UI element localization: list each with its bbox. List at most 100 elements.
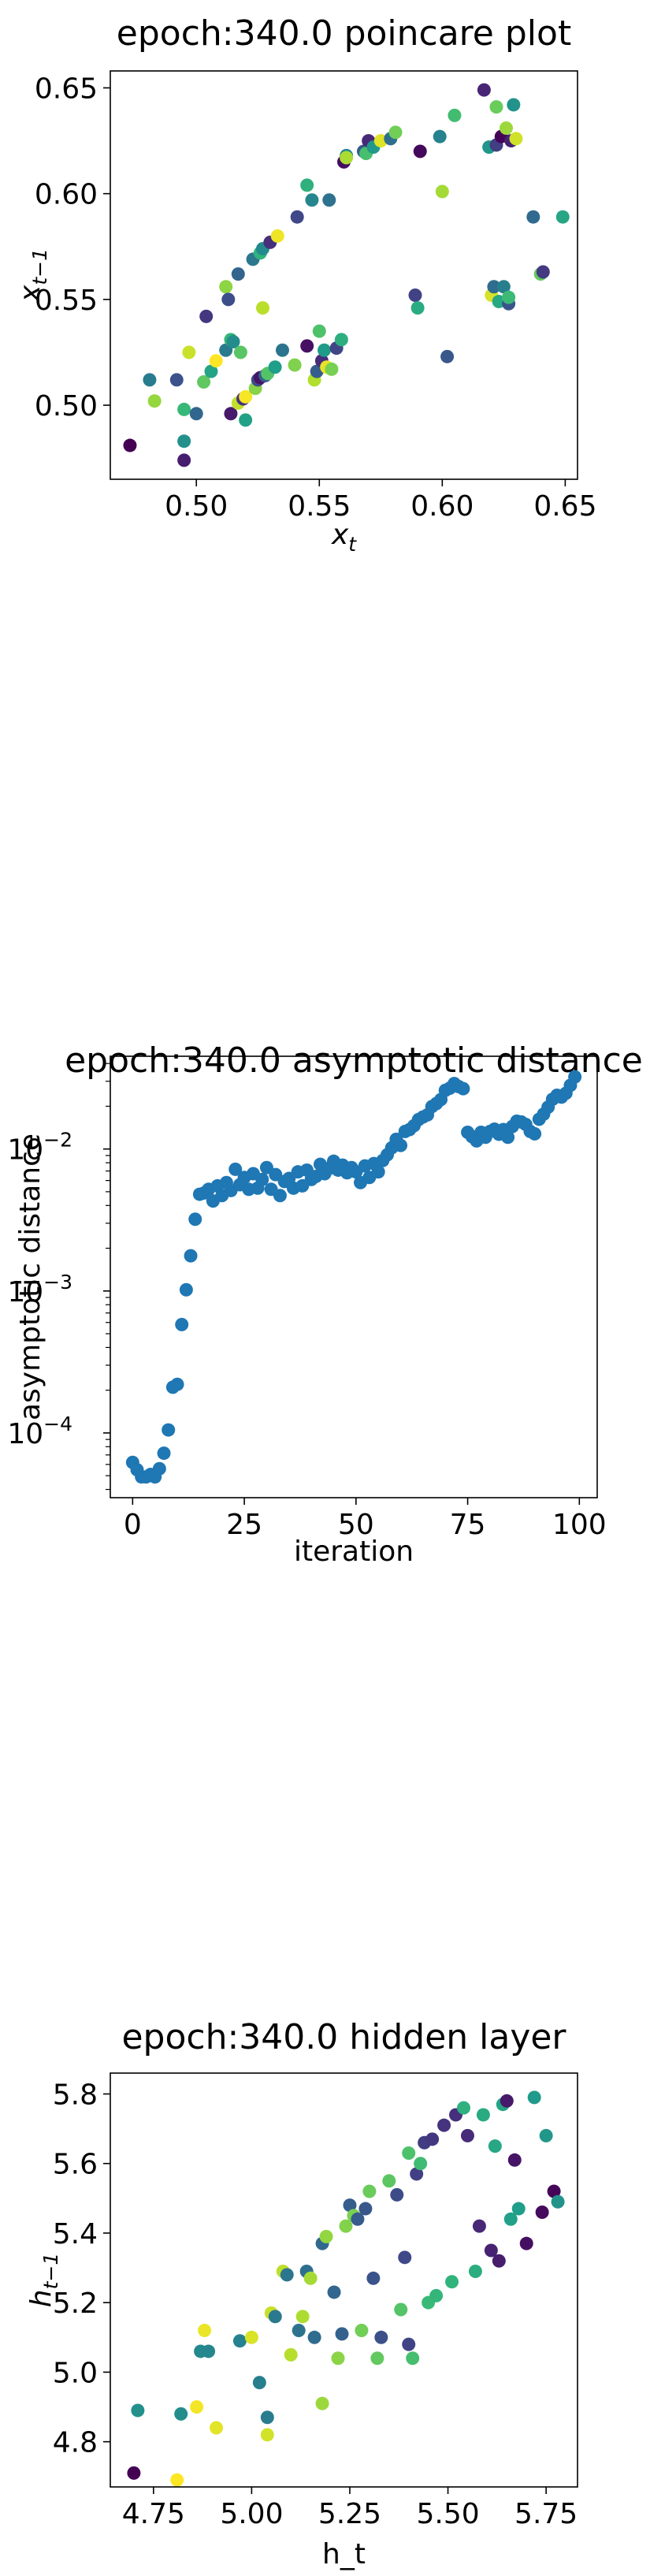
asymptotic-x-tick-label: 0 xyxy=(124,1509,142,1541)
poincare-point xyxy=(536,265,550,279)
poincare-point xyxy=(239,413,253,427)
hidden-x-tick-label: 5.00 xyxy=(220,2498,283,2530)
hidden-point xyxy=(429,2288,444,2302)
hidden-point xyxy=(519,2236,533,2250)
asymptotic-x-tick-label: 100 xyxy=(552,1509,607,1541)
hidden-y-tick-label: 5.2 xyxy=(53,2288,98,2320)
poincare-point xyxy=(189,407,203,421)
hidden-point xyxy=(374,2330,388,2344)
asymptotic-x-tick-label: 25 xyxy=(226,1509,262,1541)
hidden-point xyxy=(527,2090,541,2105)
hidden-point xyxy=(437,2118,451,2132)
hidden-y-axis-label: ht−1 xyxy=(25,2253,62,2307)
poincare-point xyxy=(123,438,137,452)
poincare-point xyxy=(477,83,491,97)
poincare-point xyxy=(169,373,184,387)
hidden-point xyxy=(402,2146,416,2160)
hidden-point xyxy=(335,2327,349,2341)
hidden-point xyxy=(131,2403,145,2418)
hidden-point xyxy=(460,2128,474,2142)
hidden-point xyxy=(472,2219,486,2233)
asymptotic-point xyxy=(456,1081,470,1096)
poincare-point xyxy=(204,364,218,378)
poincare-point xyxy=(410,301,425,315)
hidden-x-tick-label: 5.25 xyxy=(318,2498,381,2530)
hidden-point xyxy=(198,2323,212,2337)
hidden-point xyxy=(503,2212,518,2226)
hidden-point xyxy=(174,2407,188,2421)
poincare-point xyxy=(435,184,449,199)
poincare-point xyxy=(312,324,326,338)
asymptotic-y-tick-label: 10−2 xyxy=(7,1129,72,1167)
hidden-point xyxy=(260,2410,274,2425)
poincare-point xyxy=(182,345,196,359)
poincare-point xyxy=(408,288,422,302)
asymptotic-y-tick-label: 10−3 xyxy=(7,1271,72,1308)
poincare-point xyxy=(177,434,191,449)
poincare-y-axis-label: xt−1 xyxy=(14,248,51,303)
asymptotic-point xyxy=(152,1461,166,1476)
poincare-title: epoch:340.0 poincare plot xyxy=(117,13,571,54)
hidden-point xyxy=(268,2310,282,2324)
poincare-point xyxy=(300,178,314,192)
poincare-point xyxy=(334,333,348,347)
poincare-point xyxy=(239,389,253,404)
hidden-point xyxy=(170,2473,184,2487)
hidden-point xyxy=(425,2132,440,2146)
hidden-point xyxy=(535,2205,549,2219)
hidden-y-tick-label: 5.4 xyxy=(53,2218,98,2250)
poincare-point xyxy=(555,210,570,224)
poincare-x-tick-label: 0.55 xyxy=(288,490,351,523)
asymptotic-point xyxy=(184,1249,198,1263)
hidden-point xyxy=(362,2184,377,2198)
poincare-y-tick-label: 0.55 xyxy=(35,285,98,317)
asymptotic-point xyxy=(528,1126,542,1141)
hidden-point xyxy=(398,2250,412,2265)
poincare-point xyxy=(270,229,284,243)
hidden-point xyxy=(402,2337,416,2351)
poincare-point xyxy=(290,210,304,224)
poincare-point xyxy=(275,343,289,357)
poincare-point xyxy=(388,125,403,140)
hidden-point xyxy=(280,2268,294,2282)
poincare-point xyxy=(496,280,511,294)
hidden-point xyxy=(210,2421,224,2435)
hidden-point xyxy=(390,2187,404,2202)
poincare-point xyxy=(224,407,238,421)
asymptotic-axes-frame xyxy=(110,1055,598,1498)
hidden-point xyxy=(366,2271,381,2285)
poincare-point xyxy=(209,354,223,368)
poincare-point xyxy=(318,343,332,357)
asymptotic-distance-chart: epoch:340.0 asymptotic distance 0 25 50 75 10… xyxy=(7,1040,643,1568)
poincare-point xyxy=(499,121,513,135)
asymptotic-point xyxy=(188,1212,202,1227)
poincare-point xyxy=(340,151,354,165)
poincare-y-tick-label: 0.65 xyxy=(35,73,98,105)
hidden-point xyxy=(507,2153,522,2167)
asymptotic-point xyxy=(568,1070,582,1084)
poincare-point xyxy=(487,280,501,294)
poincare-point xyxy=(199,309,214,323)
hidden-point xyxy=(260,2428,274,2442)
hidden-point xyxy=(488,2139,502,2153)
hidden-point xyxy=(295,2310,310,2324)
hidden-point xyxy=(468,2264,482,2278)
hidden-point xyxy=(445,2275,459,2289)
hidden-point xyxy=(303,2271,318,2285)
poincare-x-tick-label: 0.50 xyxy=(165,490,228,523)
hidden-x-tick-label: 5.50 xyxy=(416,2498,479,2530)
hidden-point xyxy=(370,2351,384,2366)
hidden-point xyxy=(315,2396,329,2410)
hidden-x-axis-label: h_t xyxy=(322,2538,366,2570)
hidden-point xyxy=(232,2334,247,2348)
poincare-point xyxy=(231,267,245,281)
hidden-point xyxy=(284,2347,298,2362)
poincare-point xyxy=(177,453,191,467)
asymptotic-point xyxy=(501,1130,515,1145)
hidden-layer-chart: epoch:340.0 hidden layer 4.75 5.00 5.25 5.50… xyxy=(25,2017,578,2570)
asymptotic-point xyxy=(162,1423,176,1437)
asymptotic-y-tick-label: 10−4 xyxy=(7,1413,72,1450)
poincare-point xyxy=(143,373,157,387)
poincare-point xyxy=(256,301,270,315)
asymptotic-point xyxy=(371,1165,385,1179)
